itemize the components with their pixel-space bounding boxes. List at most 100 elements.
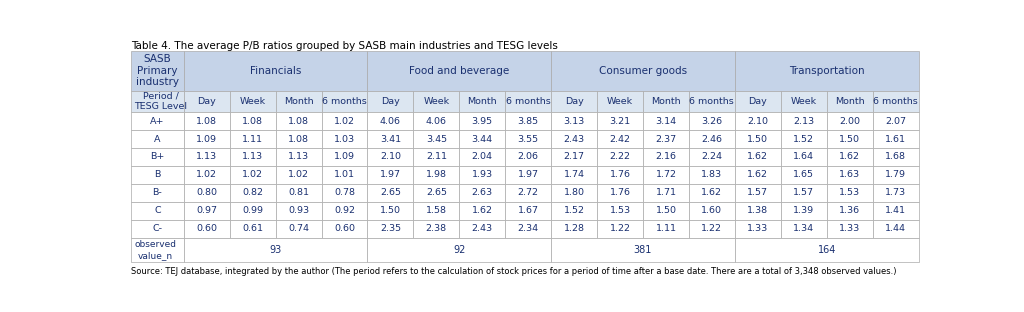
Bar xyxy=(735,220,780,238)
Text: 1.57: 1.57 xyxy=(794,188,814,197)
Text: 3.55: 3.55 xyxy=(517,134,539,144)
Text: 1.98: 1.98 xyxy=(426,170,446,179)
Text: 6 months: 6 months xyxy=(323,97,367,106)
Bar xyxy=(826,202,872,220)
Bar xyxy=(183,90,229,112)
Text: 1.62: 1.62 xyxy=(748,153,768,161)
Text: 381: 381 xyxy=(634,245,652,255)
Bar xyxy=(735,202,780,220)
Text: 0.92: 0.92 xyxy=(334,206,355,215)
Text: 1.52: 1.52 xyxy=(563,206,585,215)
Bar xyxy=(414,220,460,238)
Text: 1.33: 1.33 xyxy=(748,224,768,233)
Text: 0.61: 0.61 xyxy=(243,224,263,233)
Bar xyxy=(368,238,551,262)
Text: 1.03: 1.03 xyxy=(334,134,355,144)
Text: 1.62: 1.62 xyxy=(472,206,493,215)
Bar xyxy=(131,51,183,90)
Text: Table 4. The average P/B ratios grouped by SASB main industries and TESG levels: Table 4. The average P/B ratios grouped … xyxy=(131,41,558,51)
Bar xyxy=(131,238,183,262)
Text: 1.11: 1.11 xyxy=(243,134,263,144)
Bar xyxy=(735,51,919,90)
Bar xyxy=(689,202,735,220)
Text: 2.43: 2.43 xyxy=(563,134,585,144)
Text: 1.09: 1.09 xyxy=(197,134,217,144)
Text: 4.06: 4.06 xyxy=(426,117,446,126)
Text: 1.50: 1.50 xyxy=(380,206,401,215)
Bar xyxy=(368,112,414,130)
Bar xyxy=(643,220,689,238)
Bar xyxy=(275,112,322,130)
Bar xyxy=(689,130,735,148)
Bar xyxy=(872,90,919,112)
Text: Day: Day xyxy=(198,97,216,106)
Bar xyxy=(368,90,414,112)
Text: 1.65: 1.65 xyxy=(794,170,814,179)
Text: B: B xyxy=(155,170,161,179)
Text: C-: C- xyxy=(153,224,163,233)
Bar xyxy=(414,202,460,220)
Text: 0.78: 0.78 xyxy=(334,188,355,197)
Bar xyxy=(322,166,368,184)
Bar xyxy=(275,130,322,148)
Bar xyxy=(689,90,735,112)
Text: 2.46: 2.46 xyxy=(701,134,722,144)
Text: observed
value_n: observed value_n xyxy=(134,240,176,260)
Text: B+: B+ xyxy=(151,153,165,161)
Text: 0.93: 0.93 xyxy=(288,206,309,215)
Text: 1.02: 1.02 xyxy=(334,117,355,126)
Text: 2.34: 2.34 xyxy=(517,224,539,233)
Bar xyxy=(826,90,872,112)
Text: 4.06: 4.06 xyxy=(380,117,401,126)
Bar xyxy=(551,130,597,148)
Bar xyxy=(183,202,229,220)
Bar xyxy=(275,166,322,184)
Bar xyxy=(368,130,414,148)
Bar xyxy=(183,130,229,148)
Text: 1.74: 1.74 xyxy=(563,170,585,179)
Text: Week: Week xyxy=(423,97,450,106)
Bar xyxy=(131,220,183,238)
Bar xyxy=(826,130,872,148)
Text: 2.43: 2.43 xyxy=(472,224,493,233)
Bar xyxy=(643,112,689,130)
Text: 93: 93 xyxy=(269,245,282,255)
Text: 0.60: 0.60 xyxy=(197,224,217,233)
Text: 1.79: 1.79 xyxy=(885,170,906,179)
Text: 3.85: 3.85 xyxy=(517,117,539,126)
Bar xyxy=(505,130,551,148)
Text: Source: TEJ database, integrated by the author (The period refers to the calcula: Source: TEJ database, integrated by the … xyxy=(131,267,897,276)
Bar xyxy=(689,148,735,166)
Text: 3.21: 3.21 xyxy=(609,117,631,126)
Text: 2.72: 2.72 xyxy=(518,188,539,197)
Text: 1.02: 1.02 xyxy=(243,170,263,179)
Text: 1.39: 1.39 xyxy=(794,206,814,215)
Bar xyxy=(183,166,229,184)
Text: 0.82: 0.82 xyxy=(243,188,263,197)
Text: A: A xyxy=(155,134,161,144)
Bar xyxy=(551,238,735,262)
Bar xyxy=(505,202,551,220)
Bar xyxy=(460,166,505,184)
Bar xyxy=(183,51,368,90)
Bar xyxy=(551,202,597,220)
Text: 3.95: 3.95 xyxy=(472,117,493,126)
Bar xyxy=(414,184,460,202)
Text: 1.22: 1.22 xyxy=(701,224,722,233)
Text: 1.36: 1.36 xyxy=(839,206,860,215)
Bar xyxy=(183,184,229,202)
Bar xyxy=(368,51,551,90)
Bar xyxy=(780,130,826,148)
Text: 1.13: 1.13 xyxy=(197,153,217,161)
Text: 2.07: 2.07 xyxy=(885,117,906,126)
Text: 2.13: 2.13 xyxy=(794,117,814,126)
Text: Week: Week xyxy=(607,97,633,106)
Bar xyxy=(368,166,414,184)
Bar xyxy=(275,148,322,166)
Text: 1.01: 1.01 xyxy=(334,170,355,179)
Text: 1.28: 1.28 xyxy=(563,224,585,233)
Text: 1.62: 1.62 xyxy=(748,170,768,179)
Bar xyxy=(689,220,735,238)
Text: Week: Week xyxy=(791,97,817,106)
Text: 3.14: 3.14 xyxy=(655,117,677,126)
